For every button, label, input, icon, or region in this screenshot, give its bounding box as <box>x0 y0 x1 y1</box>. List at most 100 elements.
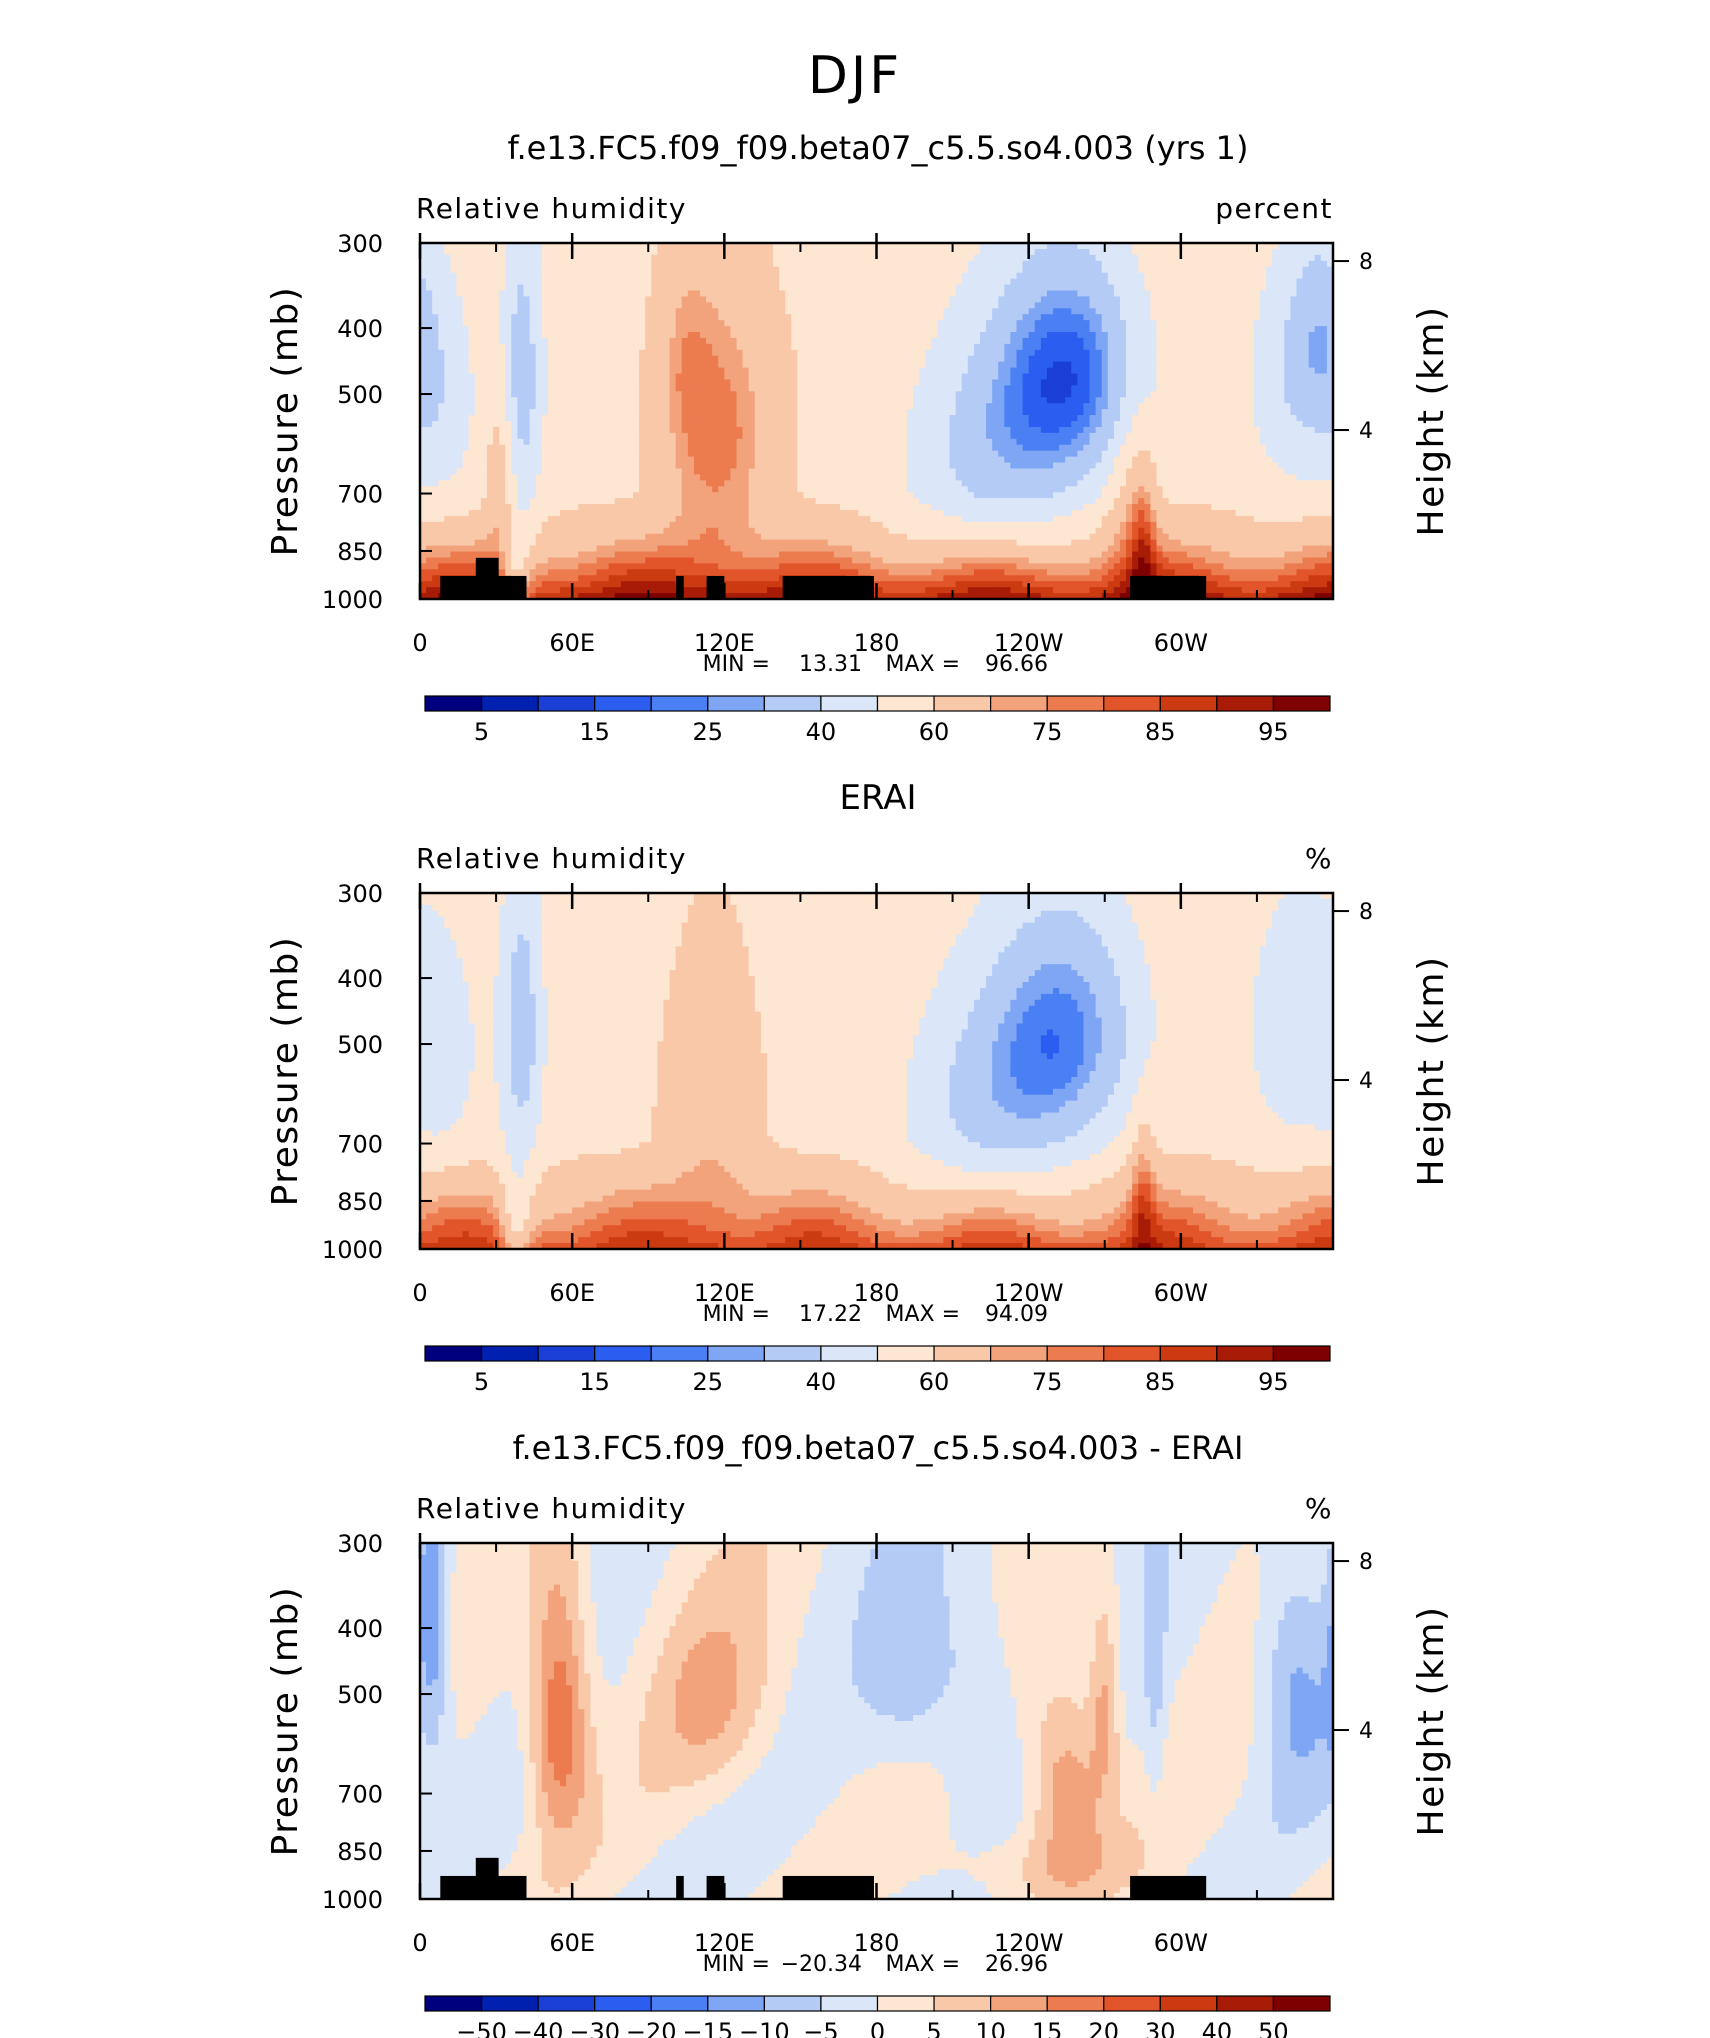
contour-cell <box>913 385 920 392</box>
contour-cell <box>420 296 427 303</box>
contour-cell <box>1266 260 1273 268</box>
contour-cell <box>675 260 683 268</box>
contour-cell <box>1132 409 1139 416</box>
contour-cell <box>827 409 835 416</box>
contour-cell <box>511 332 518 339</box>
contour-cell <box>827 326 835 333</box>
contour-cell <box>882 409 890 416</box>
contour-cell <box>1022 278 1030 286</box>
contour-cell <box>511 421 518 428</box>
contour-cell <box>821 421 829 428</box>
contour-cell <box>1266 296 1273 303</box>
contour-cell <box>736 278 744 286</box>
contour-cell <box>450 260 458 268</box>
contour-cell <box>639 415 646 422</box>
contour-cell <box>1168 343 1176 351</box>
contour-cell <box>1296 361 1304 369</box>
contour-cell <box>1132 302 1139 309</box>
contour-cell <box>712 355 719 363</box>
contour-cell <box>894 426 902 434</box>
contour-cell <box>584 320 592 327</box>
contour-cell <box>608 355 616 363</box>
contour-cell <box>620 296 628 303</box>
contour-cell <box>1010 379 1018 386</box>
contour-cell <box>748 326 756 333</box>
contour-cell <box>833 432 841 440</box>
contour-cell <box>486 290 494 297</box>
contour-cell <box>1193 284 1200 292</box>
contour-cell <box>1028 278 1036 286</box>
contour-cell <box>633 426 640 434</box>
contour-cell <box>748 248 756 256</box>
contour-cell <box>499 373 506 381</box>
contour-cell <box>456 266 464 274</box>
contour-cell <box>1320 260 1328 268</box>
contour-cell <box>797 337 805 345</box>
contour-cell <box>803 314 811 321</box>
contour-cell <box>1022 302 1030 309</box>
contour-cell <box>949 284 957 292</box>
contour-cell <box>992 326 999 333</box>
contour-cell <box>1065 367 1072 375</box>
contour-cell <box>669 421 677 428</box>
contour-cell <box>699 403 707 410</box>
contour-cell <box>675 426 683 434</box>
contour-cell <box>651 272 658 280</box>
contour-cell <box>1193 403 1200 410</box>
contour-cell <box>760 397 768 404</box>
contour-cell <box>1150 426 1158 434</box>
contour-cell <box>1205 421 1212 428</box>
contour-cell <box>1253 421 1261 428</box>
contour-cell <box>633 284 640 292</box>
contour-cell <box>669 320 677 327</box>
contour-cell <box>456 373 464 381</box>
contour-cell <box>669 243 677 250</box>
contour-cell <box>1144 355 1151 363</box>
contour-cell <box>1119 391 1127 398</box>
contour-cell <box>785 284 792 292</box>
contour-cell <box>712 266 719 274</box>
contour-cell <box>937 355 945 363</box>
contour-cell <box>931 367 938 375</box>
contour-cell <box>608 391 616 398</box>
contour-cell <box>1053 379 1060 386</box>
contour-cell <box>559 415 567 422</box>
contour-cell <box>608 332 616 339</box>
contour-cell <box>456 397 464 404</box>
contour-cell <box>584 343 592 351</box>
contour-cell <box>1107 349 1115 357</box>
contour-cell <box>919 332 926 339</box>
contour-cell <box>499 243 506 250</box>
contour-cell <box>432 421 439 428</box>
contour-cell <box>1156 343 1164 351</box>
contour-cell <box>1266 254 1273 262</box>
contour-cell <box>584 415 592 422</box>
contour-cell <box>602 296 610 303</box>
contour-cell <box>1229 415 1237 422</box>
contour-cell <box>1320 385 1328 392</box>
contour-cell <box>864 426 872 434</box>
contour-cell <box>1278 397 1285 404</box>
contour-cell <box>1053 432 1060 440</box>
contour-cell <box>937 302 945 309</box>
contour-cell <box>870 332 878 339</box>
contour-cell <box>1113 415 1121 422</box>
contour-cell <box>986 415 993 422</box>
contour-cell <box>553 391 561 398</box>
contour-cell <box>815 403 823 410</box>
contour-cell <box>651 302 658 309</box>
contour-cell <box>1089 421 1097 428</box>
contour-cell <box>1034 367 1042 375</box>
contour-cell <box>438 266 445 274</box>
contour-cell <box>809 254 817 262</box>
contour-cell <box>1107 343 1115 351</box>
contour-cell <box>1253 349 1261 357</box>
contour-cell <box>620 349 628 357</box>
contour-cell <box>1174 426 1182 434</box>
contour-cell <box>699 290 707 297</box>
contour-cell <box>1241 302 1249 309</box>
contour-cell <box>815 415 823 422</box>
contour-cell <box>1119 421 1127 428</box>
contour-cell <box>675 397 683 404</box>
contour-cell <box>639 432 646 440</box>
